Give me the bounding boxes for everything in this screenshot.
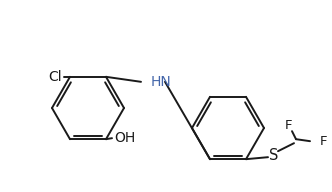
- Text: F: F: [284, 119, 292, 132]
- Text: HN: HN: [151, 75, 172, 89]
- Text: Cl: Cl: [48, 70, 62, 84]
- Text: F: F: [320, 135, 327, 148]
- Text: S: S: [269, 148, 279, 163]
- Text: OH: OH: [114, 131, 135, 145]
